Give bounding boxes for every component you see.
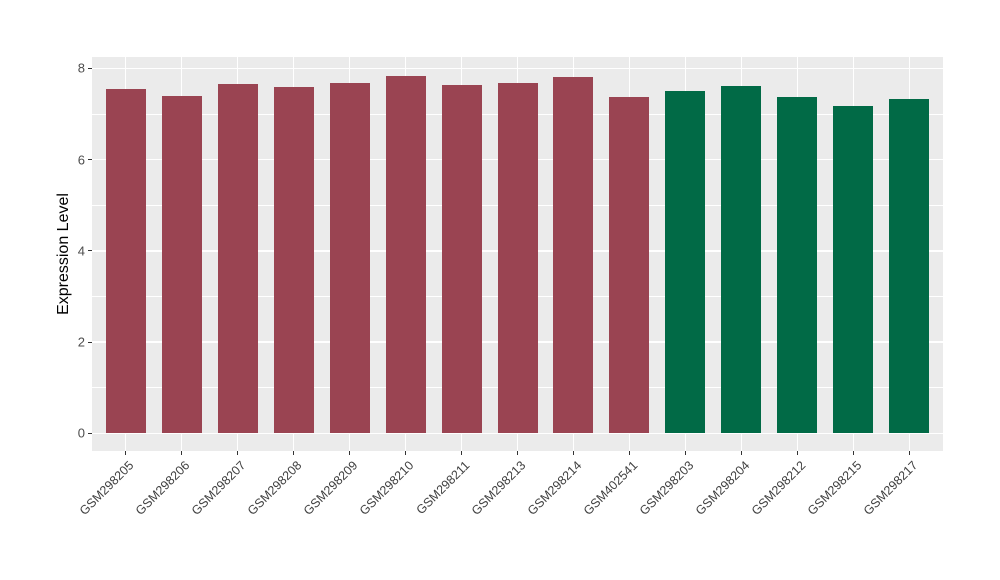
x-tick-mark [796, 451, 798, 455]
y-tick-mark [87, 159, 92, 161]
x-tick-mark [293, 451, 295, 455]
x-tick-mark [852, 451, 854, 455]
x-tick-label: GSM298212 [749, 458, 809, 518]
bar-GSM298206 [161, 95, 202, 434]
x-tick-label: GSM298213 [469, 458, 529, 518]
x-tick-label: GSM402541 [581, 458, 641, 518]
x-tick-mark [237, 451, 239, 455]
bar-GSM298211 [441, 84, 482, 434]
x-tick-mark [740, 451, 742, 455]
plot-panel [92, 57, 943, 451]
x-tick-label: GSM298203 [637, 458, 697, 518]
y-tick-label: 4 [77, 243, 85, 259]
x-tick-label: GSM298215 [805, 458, 865, 518]
x-tick-mark [628, 451, 630, 455]
bar-GSM298209 [329, 82, 370, 434]
bar-GSM298215 [833, 106, 874, 434]
y-tick-label: 8 [77, 60, 85, 76]
x-tick-label: GSM298211 [413, 458, 473, 518]
bar-GSM298205 [105, 88, 146, 434]
x-tick-mark [405, 451, 407, 455]
x-tick-mark [349, 451, 351, 455]
y-tick-label: 2 [77, 334, 85, 350]
bar-GSM298217 [889, 98, 930, 434]
x-tick-label: GSM298209 [301, 458, 361, 518]
x-tick-mark [461, 451, 462, 455]
y-tick-mark [87, 67, 92, 69]
x-tick-mark [517, 451, 518, 455]
y-tick-label: 6 [77, 152, 85, 168]
x-tick-label: GSM298217 [861, 458, 921, 518]
bar-GSM298203 [665, 90, 706, 434]
y-tick-mark [87, 341, 92, 343]
x-tick-label: GSM298207 [189, 458, 249, 518]
bar-GSM402541 [609, 97, 650, 434]
x-tick-label: GSM298205 [77, 458, 137, 518]
bar-GSM298207 [217, 83, 258, 434]
x-tick-label: GSM298214 [525, 458, 585, 518]
x-tick-label: GSM298210 [357, 458, 417, 518]
y-tick-label: 0 [77, 425, 85, 441]
x-tick-mark [908, 451, 910, 455]
x-tick-mark [125, 451, 127, 455]
y-tick-mark [87, 432, 92, 434]
x-tick-mark [684, 451, 686, 455]
bar-GSM298214 [553, 76, 594, 434]
bar-GSM298212 [777, 97, 818, 434]
x-tick-label: GSM298204 [693, 458, 753, 518]
x-tick-label: GSM298206 [133, 458, 193, 518]
x-tick-label: GSM298208 [245, 458, 305, 518]
bar-GSM298204 [721, 86, 762, 434]
x-tick-mark [181, 451, 183, 455]
y-tick-mark [87, 250, 92, 252]
bar-GSM298213 [497, 83, 538, 434]
bar-GSM298208 [273, 86, 314, 434]
bar-GSM298210 [385, 75, 426, 434]
x-tick-mark [572, 451, 574, 455]
